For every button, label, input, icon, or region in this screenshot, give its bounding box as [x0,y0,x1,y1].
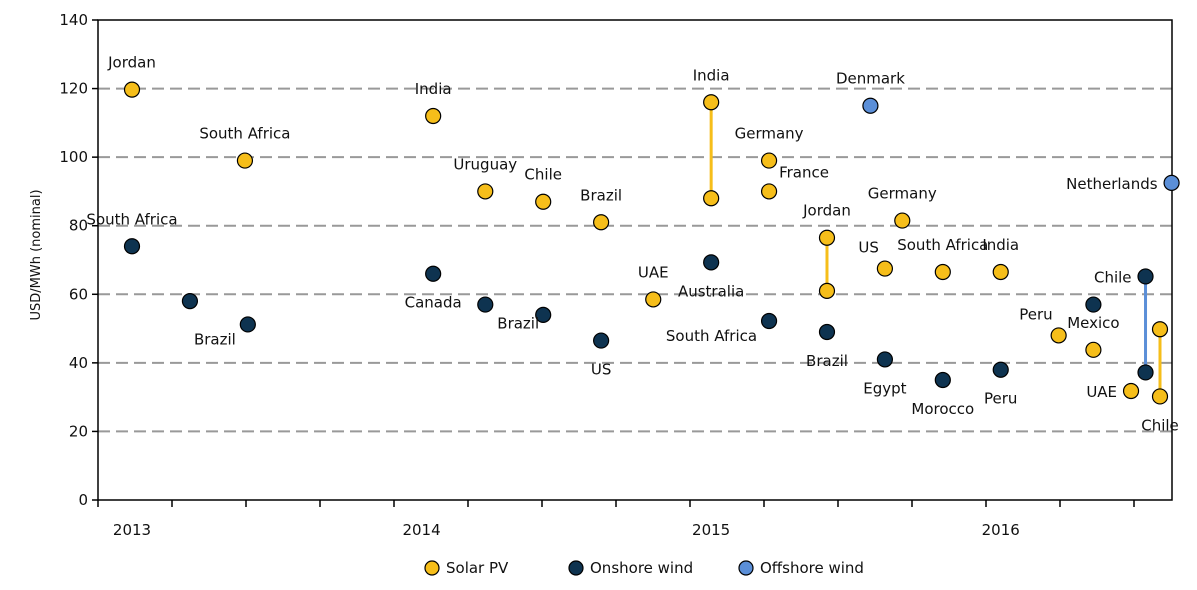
point-onshore-wind-south-africa-8 [760,312,778,330]
point-solar-pv-uae-6 [645,291,662,308]
plot-frame [97,19,1173,501]
legend-marker-solar-pv [424,560,440,576]
point-solar-pv-unlabeled-20 [1151,321,1169,338]
label-uruguay-3: Uruguay [453,155,517,173]
y-tick-label: 60 [69,285,88,303]
y-tick-label: 80 [69,217,88,235]
label-uae-17: UAE [1086,383,1117,401]
point-onshore-wind-brazil-2 [239,316,256,333]
y-tick-label: 100 [59,148,88,166]
label-canada-21: Canada [405,294,462,312]
label-denmark-31: Denmark [836,70,905,88]
label-south-africa-1: South Africa [199,125,290,143]
point-solar-pv-india-7 [703,94,720,111]
point-onshore-wind-egypt-10 [876,351,894,368]
label-germany-12: Germany [868,185,937,203]
point-solar-pv-uruguay-3 [477,183,494,200]
point-onshore-wind-morocco-11 [934,371,951,389]
point-solar-pv-chile-4 [535,193,552,210]
x-tick-label-2016: 2016 [982,521,1020,539]
point-onshore-wind-unlabeled-15 [1137,364,1154,381]
point-solar-pv-chile-21 [1151,388,1169,405]
x-tick-label-2015: 2015 [692,521,730,539]
label-brazil-26: Brazil [806,352,848,370]
point-onshore-wind-unlabeled-13 [1085,296,1102,313]
y-tick-label: 0 [78,491,88,509]
y-axis-label: USD/MWh (nominal) [29,189,44,320]
point-solar-pv-unlabeled-12 [818,282,836,299]
legend-label-solar-pv: Solar PV [446,559,509,577]
point-solar-pv-mexico-18 [1085,341,1102,358]
point-onshore-wind-australia-7 [703,254,720,271]
y-tick-label: 120 [59,80,88,98]
x-tick-label-2014: 2014 [402,521,440,539]
label-india-14: India [982,236,1019,254]
point-onshore-wind-peru-12 [992,361,1009,378]
label-jordan-0: Jordan [107,54,156,72]
legend-label-onshore-wind: Onshore wind [590,559,693,577]
data-points [123,81,1180,405]
label-south-africa-25: South Africa [666,327,757,345]
point-onshore-wind-brazil-9 [818,323,836,341]
point-solar-pv-germany-9 [760,152,778,169]
point-solar-pv-uae-19 [1122,382,1140,400]
label-brazil-22: Brazil [497,315,539,333]
y-tick-label: 20 [69,422,88,440]
label-us-23: US [591,361,612,379]
label-mexico-16: Mexico [1067,314,1119,332]
label-south-africa-19: South Africa [86,210,177,228]
point-onshore-wind-brazil-4 [477,296,494,313]
point-solar-pv-unlabeled-8 [703,190,720,207]
label-south-africa-13: South Africa [897,236,988,254]
label-morocco-28: Morocco [911,400,974,418]
label-chile-4: Chile [524,166,562,184]
point-solar-pv-south-africa-15 [934,263,951,281]
point-onshore-wind-unlabeled-5 [535,306,552,323]
point-solar-pv-us-13 [876,260,894,277]
label-peru-29: Peru [984,390,1017,408]
point-offshore-wind-netherlands-1 [1163,174,1180,191]
label-australia-24: Australia [678,282,744,300]
legend: Solar PV Onshore wind Offshore wind [424,559,864,577]
label-egypt-27: Egypt [863,379,906,397]
point-solar-pv-jordan-0 [123,81,141,98]
label-uae-6: UAE [638,263,669,281]
point-solar-pv-france-10 [760,183,778,200]
point-solar-pv-peru-17 [1050,327,1067,344]
label-germany-8: Germany [735,125,804,143]
label-peru-15: Peru [1019,305,1052,323]
label-brazil-20: Brazil [194,330,236,348]
legend-label-offshore-wind: Offshore wind [760,559,864,577]
point-onshore-wind-unlabeled-1 [181,293,199,310]
point-onshore-wind-canada-3 [425,265,442,282]
y-tick-label: 140 [59,11,88,29]
point-onshore-wind-south-africa-0 [123,238,141,255]
point-onshore-wind-us-6 [593,332,610,349]
label-us-11: US [858,239,879,257]
legend-marker-offshore-wind [738,560,754,576]
point-solar-pv-south-africa-1 [236,152,254,169]
legend-marker-onshore-wind [568,560,584,576]
point-solar-pv-jordan-11 [818,229,836,246]
label-chile-18: Chile [1141,416,1179,434]
label-france-9: France [779,163,829,181]
label-jordan-10: Jordan [802,202,851,220]
label-netherlands-32: Netherlands [1066,175,1158,193]
point-solar-pv-brazil-5 [593,214,610,231]
y-tick-label: 40 [69,354,88,372]
point-onshore-wind-chile-14 [1137,268,1154,285]
point-solar-pv-india-16 [992,263,1009,281]
label-india-7: India [693,66,730,84]
point-solar-pv-germany-14 [894,212,911,229]
axes: 0 20 40 60 80 100 120 140 2013 2014 2015 2016 [59,11,1173,539]
x-tick-label-2013: 2013 [113,521,151,539]
range-lines [709,102,1162,397]
label-brazil-5: Brazil [580,186,622,204]
point-offshore-wind-denmark-0 [862,97,879,114]
point-solar-pv-india-2 [425,107,442,125]
label-india-2: India [415,80,452,98]
label-chile-30: Chile [1094,268,1132,286]
